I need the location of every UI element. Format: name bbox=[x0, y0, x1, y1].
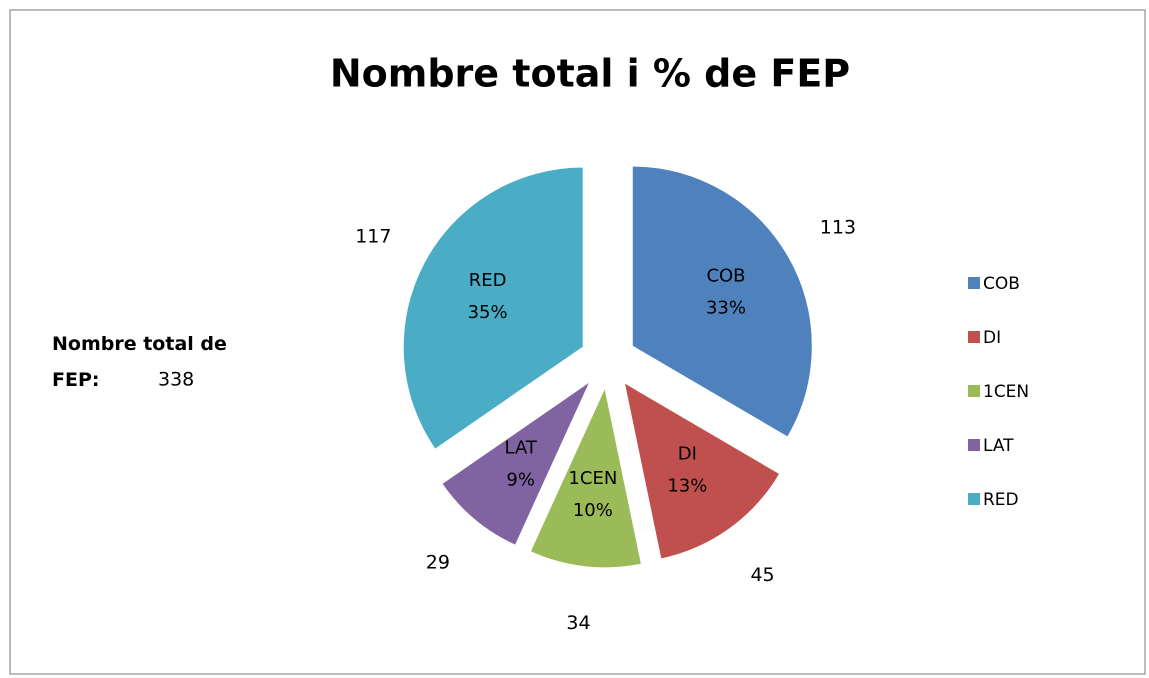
value-label: 34 bbox=[566, 612, 590, 634]
slice-category-label: RED bbox=[469, 270, 507, 291]
legend-label: RED bbox=[983, 490, 1019, 510]
chart-title: Nombre total i % de FEP bbox=[330, 52, 850, 96]
slice-percent-label: 35% bbox=[468, 302, 508, 323]
slice-category-label: DI bbox=[678, 443, 697, 464]
pie-slice bbox=[441, 380, 592, 546]
legend-swatch bbox=[968, 439, 980, 451]
annotation-value: 338 bbox=[158, 369, 194, 391]
pie-slice bbox=[623, 381, 781, 560]
slice-percent-label: 33% bbox=[706, 297, 746, 318]
legend-swatch bbox=[968, 493, 980, 505]
value-label: 45 bbox=[750, 564, 774, 586]
slice-category-label: COB bbox=[706, 265, 745, 286]
value-label: 117 bbox=[355, 225, 391, 247]
slice-percent-label: 10% bbox=[573, 500, 613, 521]
pie-slice bbox=[631, 165, 813, 438]
legend-label: COB bbox=[983, 274, 1020, 294]
slice-category-label: 1CEN bbox=[568, 468, 617, 489]
value-label: 113 bbox=[820, 217, 856, 239]
pie-slice bbox=[402, 166, 584, 450]
legend-label: 1CEN bbox=[983, 382, 1029, 402]
legend-swatch bbox=[968, 385, 980, 397]
legend-label: DI bbox=[983, 328, 1001, 348]
pie-slice bbox=[529, 386, 643, 569]
annotation-label: Nombre total de FEP: bbox=[52, 333, 227, 391]
slice-category-label: LAT bbox=[505, 437, 538, 458]
legend-label: LAT bbox=[983, 436, 1014, 456]
value-label: 29 bbox=[426, 552, 450, 574]
legend-swatch bbox=[968, 331, 980, 343]
legend-swatch bbox=[968, 277, 980, 289]
slice-percent-label: 13% bbox=[667, 475, 707, 496]
slice-percent-label: 9% bbox=[506, 469, 535, 490]
